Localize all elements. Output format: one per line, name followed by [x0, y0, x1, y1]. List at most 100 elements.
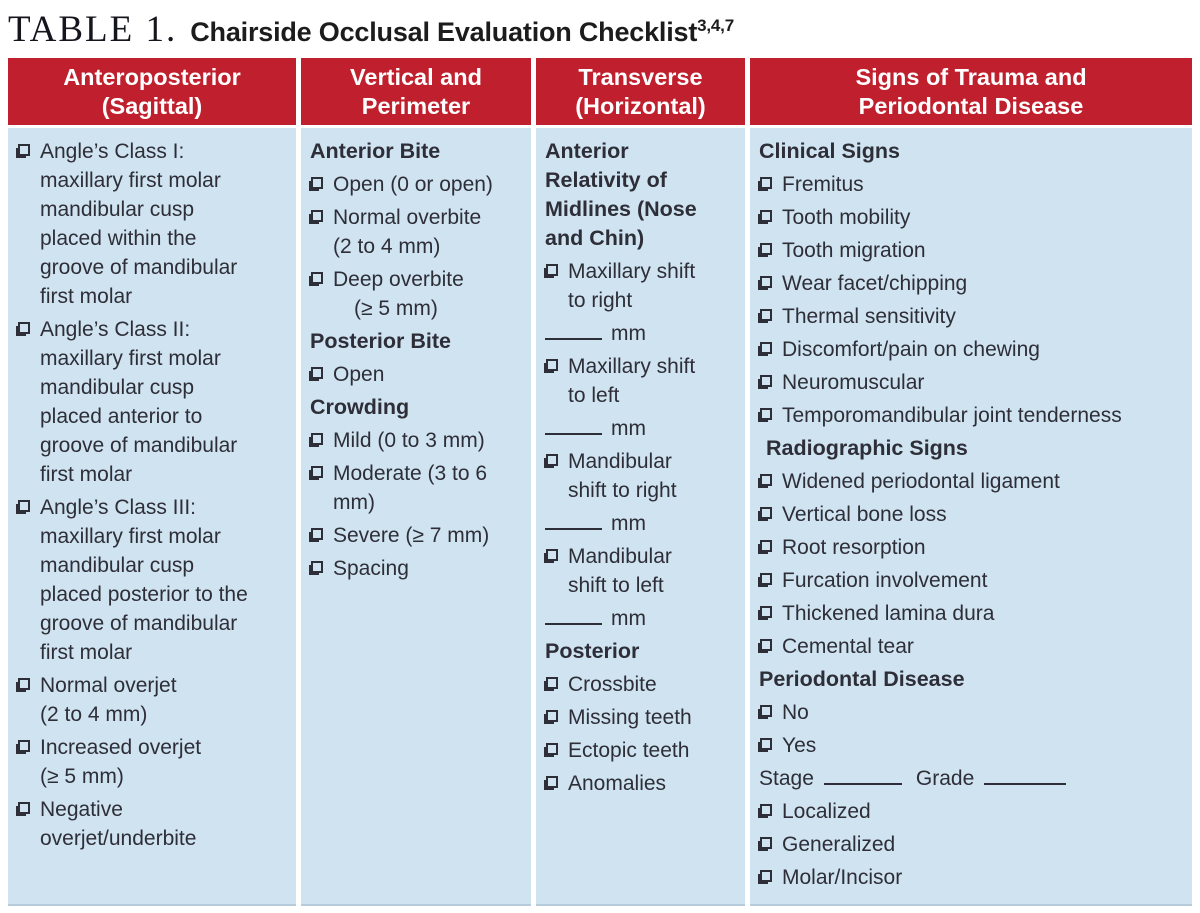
- column-header: Anteroposterior (Sagittal): [8, 58, 296, 125]
- item-label: Neuromuscular: [782, 371, 925, 394]
- item-label: Tooth mobility: [782, 206, 911, 229]
- checkbox-icon: [311, 561, 323, 573]
- checklist-item: Crossbite: [545, 670, 739, 699]
- item-label: Anomalies: [568, 772, 667, 795]
- checklist-item: Fremitus: [759, 170, 1186, 199]
- checklist-item: Molar/Incisor: [759, 863, 1186, 892]
- checkbox-icon: [18, 322, 30, 334]
- item-label: Furcation involvement: [782, 569, 988, 592]
- checklist-item: Open: [310, 360, 525, 389]
- checkbox-icon: [546, 677, 558, 689]
- table-title-text: Chairside Occlusal Evaluation Checklist3…: [190, 17, 734, 48]
- checklist-item: Normal overjet (2 to 4 mm): [17, 671, 290, 729]
- column-cell: Anterior Relativity of Midlines (Nose an…: [536, 128, 745, 906]
- item-label: Open: [333, 363, 385, 386]
- checklist-item: Missing teeth: [545, 703, 739, 732]
- item-label: Mandibular shift to left: [568, 545, 672, 597]
- item-label: Mild (0 to 3 mm): [333, 429, 485, 452]
- blank-underline: [984, 766, 1067, 785]
- blank-underline: [823, 766, 902, 785]
- unit-label: mm: [611, 417, 646, 440]
- checklist-item: Temporomandibular joint tenderness: [759, 401, 1186, 430]
- item-label: No: [782, 701, 809, 724]
- checklist-item: Spacing: [310, 554, 525, 583]
- item-label: Negative overjet/underbite: [40, 798, 197, 850]
- item-label: Normal overbite (2 to 4 mm): [333, 206, 482, 258]
- checklist-item: No: [759, 698, 1186, 727]
- checklist-item: Severe (≥ 7 mm): [310, 521, 525, 550]
- checklist-item: Thickened lamina dura: [759, 599, 1186, 628]
- checklist-item: Mandibular shift to right: [545, 447, 739, 505]
- blank-underline: [545, 416, 602, 435]
- checkbox-icon: [546, 454, 558, 466]
- item-label: Angle’s Class III: maxillary first molar…: [40, 496, 248, 664]
- checklist-item: Open (0 or open): [310, 170, 525, 199]
- blank-mm-line: mm: [545, 414, 739, 443]
- checklist-item: Thermal sensitivity: [759, 302, 1186, 331]
- checkbox-icon: [311, 210, 323, 222]
- checklist-item: Generalized: [759, 830, 1186, 859]
- checklist-item: Tooth mobility: [759, 203, 1186, 232]
- checkbox-icon: [760, 705, 772, 717]
- section-heading: Radiographic Signs: [766, 436, 968, 460]
- checkbox-icon: [760, 309, 772, 321]
- column-cell: Anterior Bite Open (0 or open) Normal over…: [301, 128, 531, 906]
- checkbox-icon: [760, 738, 772, 750]
- citation-superscript: 3,4,7: [697, 16, 734, 35]
- blank-mm-line: mm: [545, 319, 739, 348]
- table-title-main: Chairside Occlusal Evaluation Checklist: [190, 17, 698, 47]
- checkbox-icon: [546, 264, 558, 276]
- checklist-item: Vertical bone loss: [759, 500, 1186, 529]
- item-label: Open (0 or open): [333, 173, 493, 196]
- checkbox-icon: [760, 540, 772, 552]
- field-label: Grade: [915, 767, 975, 790]
- checkbox-icon: [760, 573, 772, 585]
- checkbox-icon: [311, 466, 323, 478]
- column-header: Signs of Trauma and Periodontal Disease: [750, 58, 1192, 125]
- checklist-item: Maxillary shift to right: [545, 257, 739, 315]
- blank-underline: [545, 606, 602, 625]
- item-label: Angle’s Class II: maxillary first molar …: [40, 318, 238, 486]
- checklist-item: Root resorption: [759, 533, 1186, 562]
- checkbox-icon: [760, 804, 772, 816]
- checklist-item: Mild (0 to 3 mm): [310, 426, 525, 455]
- checkbox-icon: [546, 549, 558, 561]
- checklist-item: Anomalies: [545, 769, 739, 798]
- item-label: Widened periodontal ligament: [782, 470, 1060, 493]
- section-heading: Crowding: [310, 395, 410, 419]
- checkbox-icon: [18, 500, 30, 512]
- blank-mm-line: mm: [545, 604, 739, 633]
- checkbox-icon: [311, 367, 323, 379]
- checkbox-icon: [18, 144, 30, 156]
- checkbox-icon: [311, 528, 323, 540]
- item-label: Thermal sensitivity: [782, 305, 956, 328]
- checklist-item: Wear facet/chipping: [759, 269, 1186, 298]
- item-label: Normal overjet (2 to 4 mm): [40, 674, 177, 726]
- item-label: Wear facet/chipping: [782, 272, 968, 295]
- item-label: Root resorption: [782, 536, 926, 559]
- checklist-item: Deep overbite (≥ 5 mm): [310, 265, 525, 323]
- checklist-item: Localized: [759, 797, 1186, 826]
- checkbox-icon: [760, 474, 772, 486]
- section-heading: Periodontal Disease: [759, 667, 965, 691]
- checklist-table-body: Angle’s Class I: maxillary first molar m…: [8, 128, 1192, 906]
- section-heading: Posterior Bite: [310, 329, 451, 353]
- checkbox-icon: [18, 802, 30, 814]
- item-label: Generalized: [782, 833, 896, 856]
- checkbox-icon: [760, 507, 772, 519]
- checklist-item: Maxillary shift to left: [545, 352, 739, 410]
- checklist-item: Normal overbite (2 to 4 mm): [310, 203, 525, 261]
- checkbox-icon: [546, 776, 558, 788]
- item-label: Spacing: [333, 557, 409, 580]
- stage-grade-line: Stage Grade: [759, 764, 1186, 793]
- blank-underline: [545, 321, 602, 340]
- checklist-item: Negative overjet/underbite: [17, 795, 290, 853]
- checkbox-icon: [546, 710, 558, 722]
- checklist-item: Neuromuscular: [759, 368, 1186, 397]
- item-label: Discomfort/pain on chewing: [782, 338, 1040, 361]
- item-label: Cemental tear: [782, 635, 914, 658]
- checkbox-icon: [18, 740, 30, 752]
- checklist-item: Furcation involvement: [759, 566, 1186, 595]
- checklist-item: Angle’s Class I: maxillary first molar m…: [17, 137, 290, 311]
